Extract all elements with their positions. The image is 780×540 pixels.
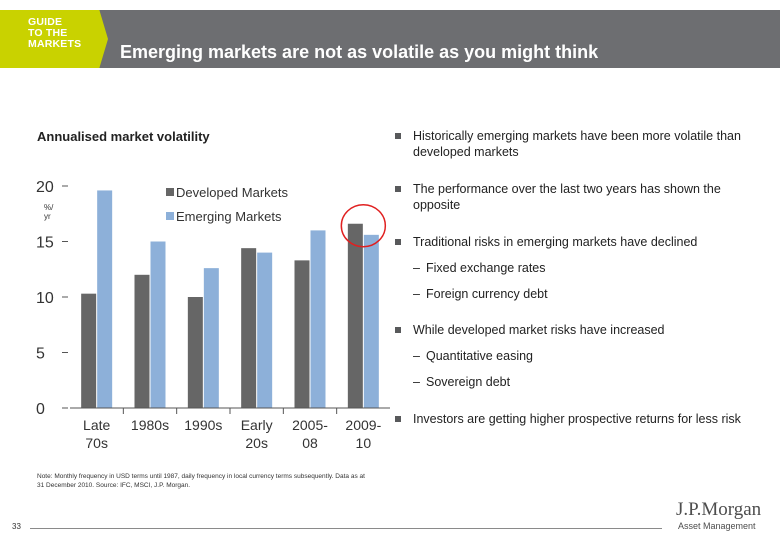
y-tick-label: 5 bbox=[36, 346, 45, 363]
chart-title: Annualised market volatility bbox=[37, 129, 210, 144]
asset-management-label: Asset Management bbox=[678, 521, 756, 531]
bar-developed bbox=[347, 223, 363, 408]
y-tick-label: 15 bbox=[36, 235, 54, 252]
x-tick-label-line2: 70s bbox=[85, 435, 108, 451]
x-tick-label: 1990s bbox=[184, 417, 222, 433]
sub-bullet-text: Foreign currency debt bbox=[426, 287, 548, 301]
bar-emerging bbox=[310, 230, 326, 408]
bar-developed bbox=[81, 293, 97, 408]
dash-icon: – bbox=[413, 349, 420, 363]
bar-emerging bbox=[257, 252, 273, 408]
bullet-text: While developed market risks have increa… bbox=[413, 323, 665, 337]
x-tick-label: 1980s bbox=[131, 417, 169, 433]
guide-badge bbox=[0, 10, 108, 68]
legend-label: Developed Markets bbox=[176, 185, 288, 200]
bullet-text: The performance over the last two years … bbox=[413, 182, 721, 212]
volatility-bar-chart: 0 5 10 15 20 Late 70s 1980s 1990s Early 20s 2005- 0… bbox=[36, 179, 390, 451]
bar-developed bbox=[134, 274, 150, 408]
legend-swatch bbox=[166, 188, 174, 196]
bullet-item: Historically emerging markets have been … bbox=[395, 128, 755, 160]
bullet-item: Investors are getting higher prospective… bbox=[395, 411, 755, 427]
bar-emerging bbox=[97, 190, 113, 408]
footer-divider bbox=[30, 528, 662, 529]
bullet-list: Historically emerging markets have been … bbox=[395, 128, 755, 427]
bullet-text: Investors are getting higher prospective… bbox=[413, 412, 741, 426]
sub-bullet-text: Fixed exchange rates bbox=[426, 261, 546, 275]
highlight-circle bbox=[340, 203, 387, 248]
bar-developed bbox=[241, 248, 257, 408]
bullet-item: The performance over the last two years … bbox=[395, 181, 755, 213]
bullet-item: Traditional risks in emerging markets ha… bbox=[395, 234, 755, 250]
y-tick-label: 10 bbox=[36, 290, 54, 307]
sub-bullet-item: – Sovereign debt bbox=[395, 374, 755, 390]
legend-label: Emerging Markets bbox=[176, 209, 282, 224]
bullet-square-icon bbox=[395, 327, 401, 333]
sub-bullet-item: – Foreign currency debt bbox=[395, 286, 755, 302]
header-bar bbox=[0, 10, 780, 68]
bullet-square-icon bbox=[395, 186, 401, 192]
footnote: Note: Monthly frequency in USD terms unt… bbox=[37, 473, 365, 489]
guide-line: TO THE bbox=[28, 27, 68, 39]
bullet-text: Traditional risks in emerging markets ha… bbox=[413, 235, 698, 249]
page-number: 33 bbox=[12, 522, 21, 531]
y-tick-label: 0 bbox=[36, 401, 45, 418]
x-tick-label-line2: 20s bbox=[245, 435, 268, 451]
x-tick-label: Late bbox=[83, 417, 110, 433]
dash-icon: – bbox=[413, 375, 420, 389]
x-tick-label-line2: 08 bbox=[302, 435, 318, 451]
sub-bullet-text: Quantitative easing bbox=[426, 349, 534, 363]
bar-developed bbox=[294, 260, 310, 408]
guide-badge-text: GUIDE TO THE MARKETS bbox=[28, 17, 81, 50]
x-tick-label: 2009- bbox=[345, 417, 381, 433]
jpmorgan-logo: J.P.Morgan bbox=[676, 499, 762, 520]
sub-bullet-item: – Fixed exchange rates bbox=[395, 260, 755, 276]
bullet-square-icon bbox=[395, 416, 401, 422]
bullet-item: While developed market risks have increa… bbox=[395, 322, 755, 338]
y-tick-label: 20 bbox=[36, 179, 54, 196]
guide-line: GUIDE bbox=[28, 16, 63, 28]
x-tick-label: 2005- bbox=[292, 417, 328, 433]
bullet-text: Historically emerging markets have been … bbox=[413, 129, 741, 159]
bar-emerging bbox=[203, 268, 219, 408]
x-tick-label-line2: 10 bbox=[356, 435, 372, 451]
y-axis-label-unit: yr bbox=[44, 212, 51, 221]
bar-developed bbox=[187, 297, 203, 408]
y-axis-label: %/ bbox=[44, 203, 54, 212]
sub-bullet-item: – Quantitative easing bbox=[395, 348, 755, 364]
bullet-square-icon bbox=[395, 133, 401, 139]
sub-bullet-text: Sovereign debt bbox=[426, 375, 511, 389]
bar-emerging bbox=[150, 241, 166, 408]
guide-line: MARKETS bbox=[28, 38, 82, 50]
dash-icon: – bbox=[413, 261, 420, 275]
page-title: Emerging markets are not as volatile as … bbox=[120, 42, 599, 62]
dash-icon: – bbox=[413, 287, 420, 301]
legend-swatch bbox=[166, 212, 174, 220]
bar-emerging bbox=[363, 234, 379, 408]
bullet-square-icon bbox=[395, 239, 401, 245]
x-tick-label: Early bbox=[241, 417, 273, 433]
